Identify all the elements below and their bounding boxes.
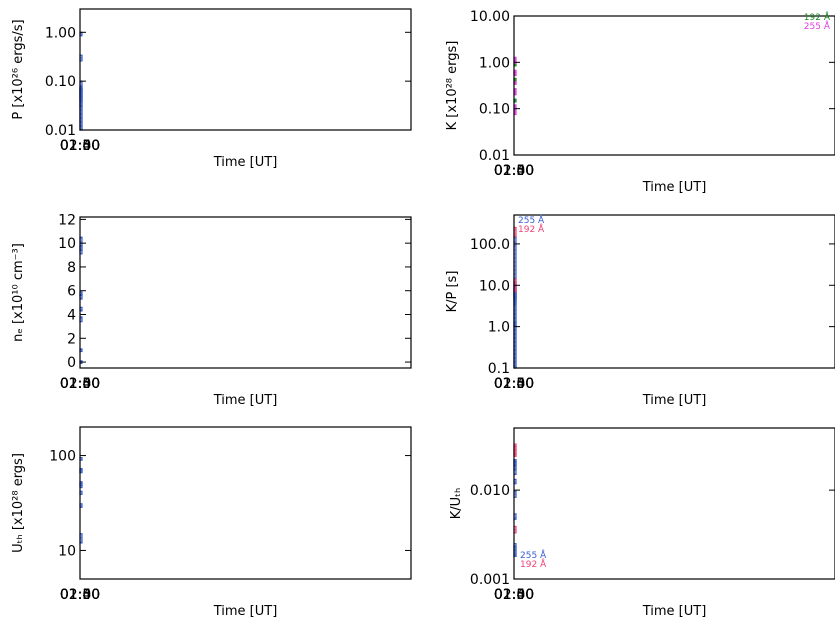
legend-label: 255 Å bbox=[804, 20, 831, 32]
x-tick-label: 01:40 bbox=[494, 376, 534, 392]
legend-label: 255 Å bbox=[518, 214, 545, 226]
x-tick-label: 01:50 bbox=[60, 138, 100, 154]
plot-frame bbox=[79, 8, 412, 131]
y-tick-label: 0.01 bbox=[479, 148, 510, 164]
x-tick-label: 01:50 bbox=[494, 163, 534, 179]
y-tick-label: 1.00 bbox=[45, 25, 76, 41]
y-axis-label: P [x10²⁶ ergs/s] bbox=[11, 19, 26, 119]
y-axis-label: K/Uₜₕ bbox=[449, 488, 464, 520]
x-tick-label: 01:30 bbox=[60, 587, 100, 603]
y-tick-label: 0.10 bbox=[479, 102, 510, 118]
x-tick-label: 01:40 bbox=[60, 376, 100, 392]
y-tick-label: 0.1 bbox=[488, 361, 510, 377]
x-tick-label: 02:00 bbox=[494, 163, 534, 179]
y-tick-label: 2 bbox=[67, 331, 76, 347]
x-tick-label: 01:40 bbox=[60, 138, 100, 154]
plot-frame bbox=[513, 427, 835, 580]
y-tick-label: 0.01 bbox=[45, 123, 76, 139]
x-tick-label: 01:40 bbox=[494, 163, 534, 179]
plot-frame bbox=[79, 216, 412, 369]
y-tick-label: 100 bbox=[49, 449, 76, 465]
x-tick-label: 01:50 bbox=[494, 376, 534, 392]
legend-label: 192 Å bbox=[804, 11, 831, 23]
y-tick-label: 0 bbox=[67, 355, 76, 371]
y-tick-label: 10.00 bbox=[470, 9, 510, 25]
y-axis-label: K/P [s] bbox=[445, 271, 460, 313]
y-axis-label: nₑ [x10¹⁰ cm⁻³] bbox=[11, 243, 26, 342]
y-tick-label: 10 bbox=[58, 236, 76, 252]
y-tick-label: 12 bbox=[58, 212, 76, 228]
plot-frame bbox=[513, 15, 835, 156]
x-tick-label: 02:00 bbox=[60, 587, 100, 603]
x-tick-label: 01:50 bbox=[60, 376, 100, 392]
legend-label: 255 Å bbox=[520, 549, 547, 561]
x-tick-label: 01:30 bbox=[494, 587, 534, 603]
y-tick-label: 0.010 bbox=[470, 483, 510, 499]
plot-frame bbox=[79, 426, 412, 580]
y-tick-label: 10.0 bbox=[479, 278, 510, 294]
x-axis-label: Time [UT] bbox=[213, 155, 278, 170]
x-tick-label: 01:30 bbox=[60, 138, 100, 154]
y-axis-label: Uₜₕ [x10²⁸ ergs] bbox=[11, 453, 26, 553]
x-axis-label: Time [UT] bbox=[642, 180, 707, 195]
legend-label: 192 Å bbox=[520, 558, 547, 570]
y-tick-label: 0.10 bbox=[45, 74, 76, 90]
y-tick-label: 100.0 bbox=[470, 237, 510, 253]
x-tick-label: 01:30 bbox=[60, 376, 100, 392]
x-tick-label: 02:00 bbox=[60, 376, 100, 392]
x-tick-label: 01:40 bbox=[60, 587, 100, 603]
x-tick-label: 01:40 bbox=[494, 587, 534, 603]
x-tick-label: 02:00 bbox=[60, 138, 100, 154]
y-tick-label: 0.001 bbox=[470, 572, 510, 588]
legend-label: 192 Å bbox=[518, 223, 545, 235]
y-tick-label: 8 bbox=[67, 260, 76, 276]
plot-frame bbox=[513, 214, 835, 369]
y-tick-label: 4 bbox=[67, 307, 76, 323]
y-tick-label: 1.00 bbox=[479, 55, 510, 71]
y-tick-label: 10 bbox=[58, 543, 76, 559]
y-axis-label: K [x10²⁸ ergs] bbox=[445, 41, 460, 131]
x-axis-label: Time [UT] bbox=[642, 393, 707, 408]
x-tick-label: 01:30 bbox=[494, 163, 534, 179]
x-tick-label: 01:30 bbox=[494, 376, 534, 392]
x-tick-label: 01:50 bbox=[60, 587, 100, 603]
y-tick-label: 6 bbox=[67, 284, 76, 300]
x-tick-label: 02:00 bbox=[494, 376, 534, 392]
x-tick-label: 02:00 bbox=[494, 587, 534, 603]
y-tick-label: 1.0 bbox=[488, 320, 510, 336]
x-axis-label: Time [UT] bbox=[642, 604, 707, 619]
x-axis-label: Time [UT] bbox=[213, 393, 278, 408]
x-axis-label: Time [UT] bbox=[213, 604, 278, 619]
x-tick-label: 01:50 bbox=[494, 587, 534, 603]
